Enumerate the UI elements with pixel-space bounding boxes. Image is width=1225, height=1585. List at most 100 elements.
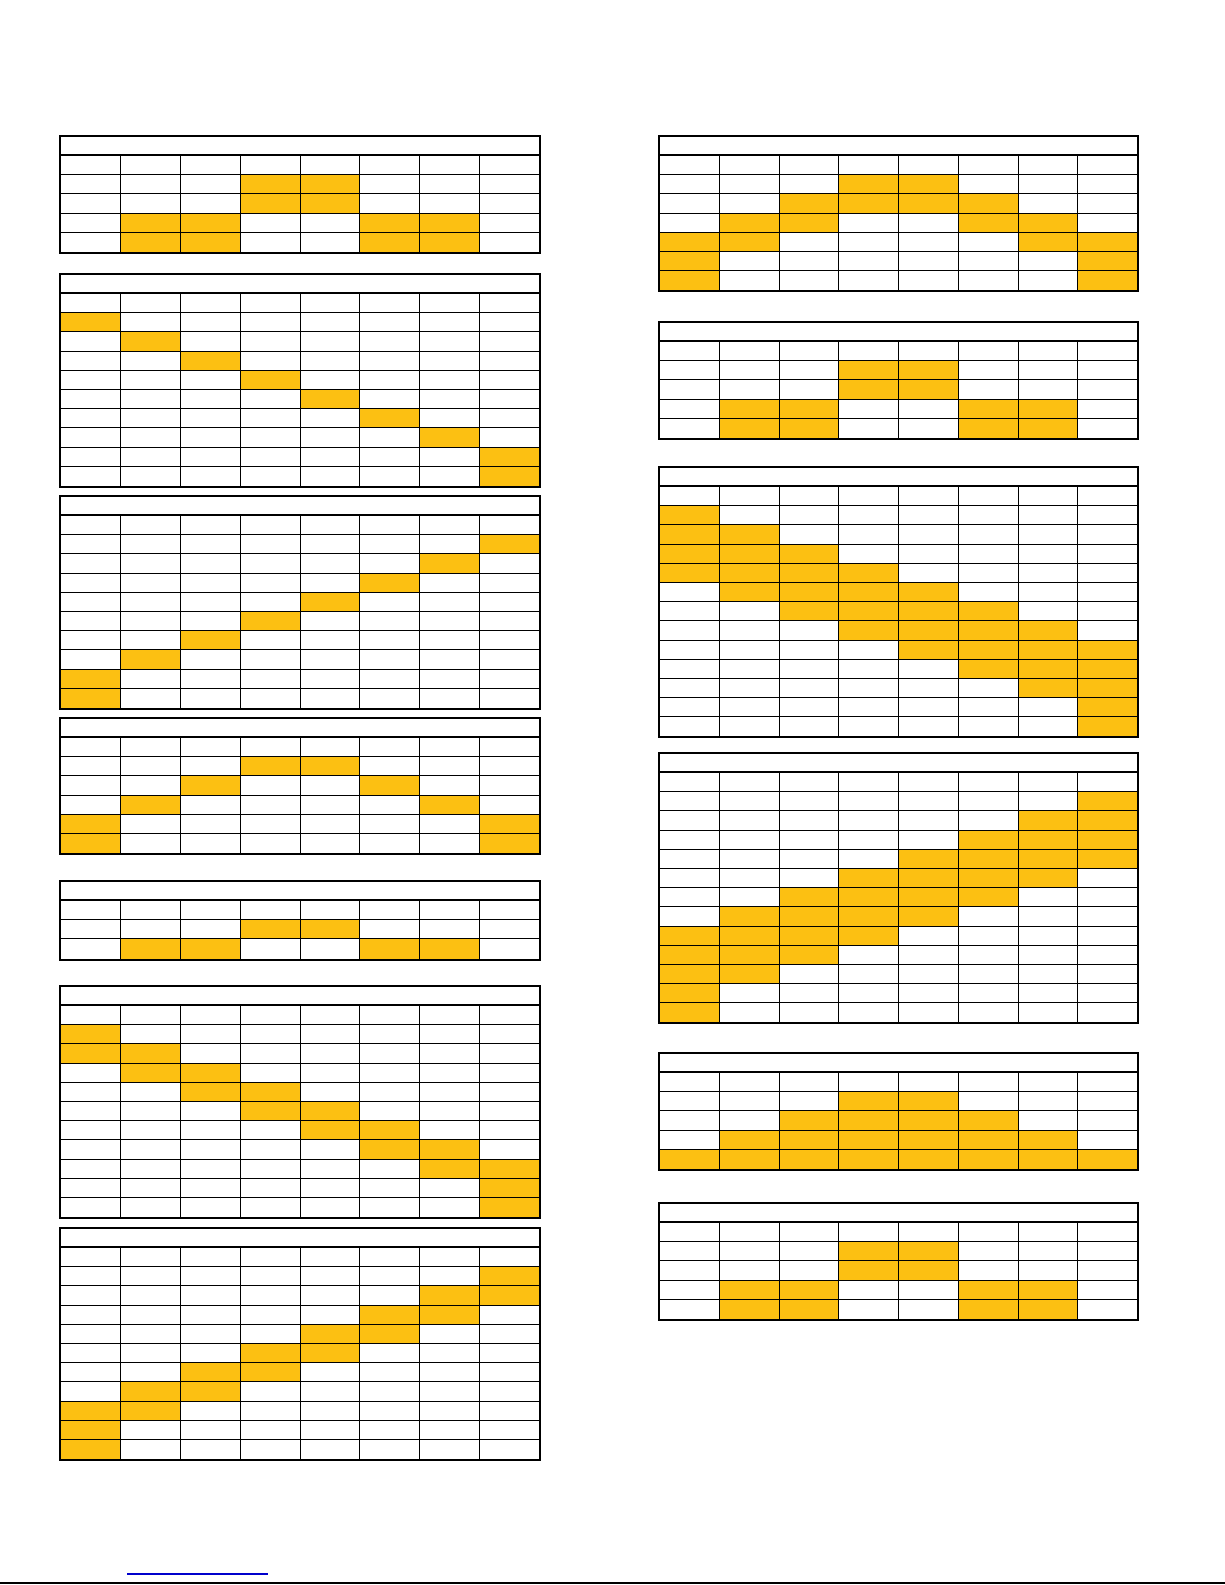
filled-cell <box>839 868 899 888</box>
empty-cell <box>480 1102 539 1120</box>
empty-cell <box>660 1092 720 1111</box>
empty-cell <box>241 409 301 428</box>
empty-cell <box>660 361 720 380</box>
empty-cell <box>899 544 959 563</box>
empty-cell <box>360 814 421 833</box>
empty-cell <box>301 1401 361 1420</box>
empty-cell <box>1019 984 1079 1003</box>
empty-cell <box>1019 926 1079 945</box>
hyperlink[interactable] <box>127 1573 268 1575</box>
filled-cell <box>839 1092 899 1111</box>
empty-cell <box>839 544 899 563</box>
empty-cell <box>1078 194 1137 212</box>
empty-cell <box>839 773 899 792</box>
filled-cell <box>839 888 899 907</box>
empty-cell <box>780 830 840 849</box>
filled-cell <box>1078 1149 1137 1169</box>
empty-cell <box>780 251 840 271</box>
filled-cell <box>899 1261 959 1280</box>
empty-cell <box>1078 380 1137 398</box>
empty-cell <box>1078 927 1137 945</box>
empty-cell <box>301 232 361 252</box>
grid-row <box>61 757 539 777</box>
empty-cell <box>241 1439 301 1460</box>
empty-cell <box>1078 1003 1137 1022</box>
empty-cell <box>241 795 301 814</box>
empty-cell <box>959 717 1019 737</box>
empty-cell <box>61 1267 121 1286</box>
empty-cell <box>181 1159 241 1178</box>
filled-cell <box>180 232 241 252</box>
filled-cell <box>1078 717 1137 737</box>
empty-cell <box>1078 965 1137 983</box>
filled-cell <box>719 232 780 251</box>
empty-cell <box>360 795 421 814</box>
filled-cell <box>120 1063 181 1082</box>
filled-cell <box>1078 678 1137 698</box>
empty-cell <box>780 773 840 792</box>
empty-cell <box>720 380 780 399</box>
empty-cell <box>181 650 241 669</box>
empty-cell <box>899 1280 959 1299</box>
filled-cell <box>779 194 840 213</box>
filled-cell <box>719 964 780 984</box>
filled-cell <box>120 232 181 252</box>
pattern-grid <box>59 1227 541 1462</box>
empty-cell <box>1019 888 1079 907</box>
empty-cell <box>61 370 121 389</box>
empty-cell <box>1078 621 1137 639</box>
filled-cell <box>958 1299 1019 1319</box>
empty-cell <box>61 409 121 428</box>
empty-cell <box>121 194 181 213</box>
empty-cell <box>420 631 481 650</box>
empty-cell <box>241 901 301 920</box>
filled-cell <box>899 194 959 213</box>
empty-cell <box>301 688 361 708</box>
filled-cell <box>899 888 959 907</box>
empty-cell <box>181 1420 241 1439</box>
empty-cell <box>480 593 539 611</box>
grid-row <box>660 640 1137 660</box>
grid-row <box>61 1286 539 1306</box>
empty-cell <box>480 650 539 668</box>
empty-cell <box>61 447 121 466</box>
grid-row <box>660 1242 1137 1262</box>
empty-cell <box>480 1363 539 1381</box>
empty-cell <box>181 688 241 708</box>
grid-row <box>61 650 539 670</box>
empty-cell <box>780 964 840 984</box>
empty-cell <box>181 611 241 631</box>
empty-cell <box>121 351 181 370</box>
empty-cell <box>1078 1242 1137 1260</box>
filled-cell <box>719 544 780 563</box>
empty-cell <box>241 776 301 795</box>
empty-cell <box>420 194 481 213</box>
filled-cell <box>958 418 1019 438</box>
empty-cell <box>780 792 840 811</box>
empty-cell <box>660 621 720 640</box>
filled-cell <box>420 213 481 232</box>
empty-cell <box>181 554 241 573</box>
empty-cell <box>959 232 1019 251</box>
empty-cell <box>301 1305 361 1324</box>
filled-cell <box>958 868 1019 888</box>
empty-cell <box>301 554 361 573</box>
empty-cell <box>660 678 720 698</box>
empty-cell <box>1019 271 1079 291</box>
empty-cell <box>1019 945 1079 964</box>
empty-cell <box>1078 773 1137 791</box>
empty-cell <box>360 1286 421 1305</box>
filled-cell <box>61 814 121 833</box>
filled-cell <box>899 640 959 659</box>
filled-cell <box>180 213 241 232</box>
filled-cell <box>1078 251 1137 271</box>
empty-cell <box>61 1248 121 1267</box>
filled-cell <box>120 1044 181 1063</box>
empty-cell <box>181 332 241 351</box>
filled-cell <box>120 332 181 351</box>
filled-cell <box>779 544 840 563</box>
empty-cell <box>420 1121 481 1140</box>
empty-cell <box>61 1197 121 1218</box>
empty-cell <box>241 738 301 757</box>
grid-row <box>660 175 1137 195</box>
